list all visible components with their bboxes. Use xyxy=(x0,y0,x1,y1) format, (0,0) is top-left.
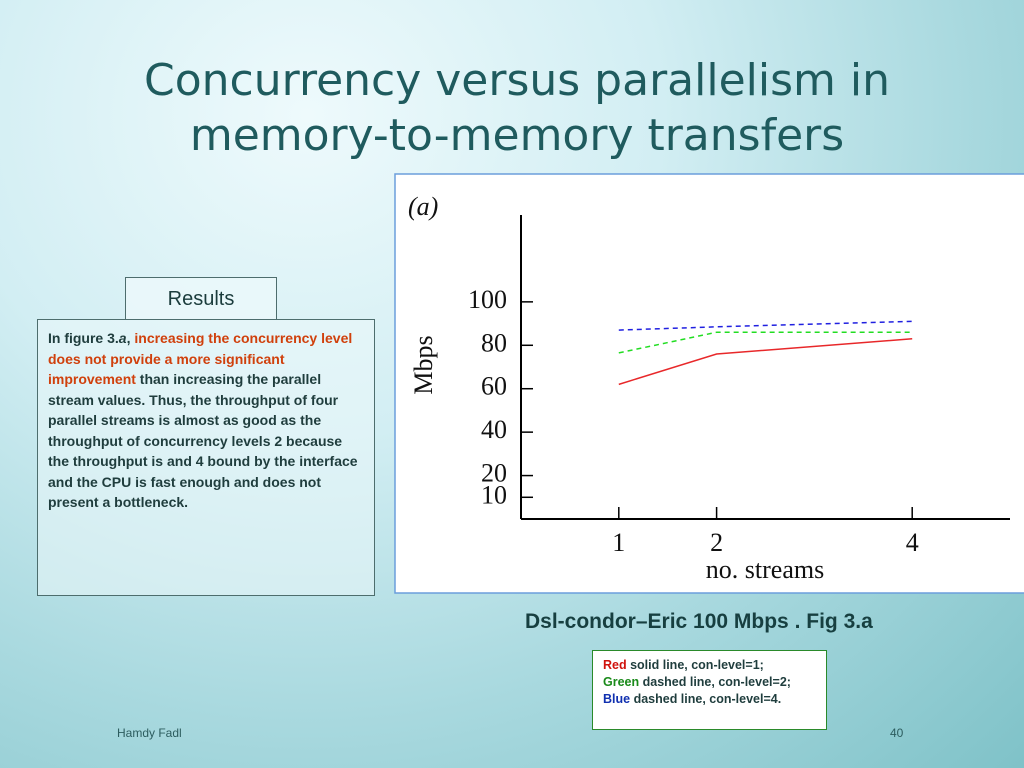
title-line: Concurrency versus parallelism in xyxy=(144,55,890,106)
page-number: 40 xyxy=(890,726,904,740)
legend-color-word: Green xyxy=(603,675,640,689)
legend-entry: Red solid line, con-level=1; xyxy=(603,657,816,674)
text-segment: than increasing the parallel stream valu… xyxy=(48,371,358,510)
panel-label: (a) xyxy=(408,192,438,221)
y-tick-label: 40 xyxy=(481,415,507,444)
author: Hamdy Fadl xyxy=(117,726,182,740)
text-segment: increasing the concurrency level does no… xyxy=(48,330,353,387)
chart-frame xyxy=(394,173,1024,594)
x-axis-label: no. streams xyxy=(706,555,824,584)
y-tick-label: 60 xyxy=(481,372,507,401)
legend-text: dashed line, con-level=2; xyxy=(639,675,791,689)
legend-color-word: Red xyxy=(603,658,627,672)
results-tab: Results xyxy=(125,277,277,319)
y-tick-label: 20 xyxy=(481,459,507,488)
y-tick-label: 80 xyxy=(481,328,507,357)
x-tick-label: 2 xyxy=(710,528,723,557)
text-segment: , xyxy=(126,330,135,346)
y-axis-label: Mbps xyxy=(409,335,438,394)
legend-entry: Blue dashed line, con-level=4. xyxy=(603,691,816,708)
x-tick-label: 4 xyxy=(906,528,919,557)
title-line: memory-to-memory transfers xyxy=(189,110,845,161)
text-segment: In figure 3. xyxy=(48,330,119,346)
x-tick-label: 1 xyxy=(612,528,625,557)
legend-text: dashed line, con-level=4. xyxy=(630,692,782,706)
results-text: In figure 3.a, increasing the concurrenc… xyxy=(37,319,375,596)
series-line xyxy=(618,320,913,331)
legend: Red solid line, con-level=1; Green dashed… xyxy=(592,650,827,730)
series-line xyxy=(618,331,913,354)
legend-color-word: Blue xyxy=(603,692,631,706)
legend-entry: Green dashed line, con-level=2; xyxy=(603,674,816,691)
y-tick-label: 10 xyxy=(481,480,507,509)
series-line xyxy=(618,338,913,386)
legend-text: solid line, con-level=1; xyxy=(626,658,764,672)
text-segment: a xyxy=(118,330,127,346)
caption: Dsl-condor–Eric 100 Mbps . Fig 3.a xyxy=(525,610,873,633)
y-tick-label: 100 xyxy=(468,285,507,314)
